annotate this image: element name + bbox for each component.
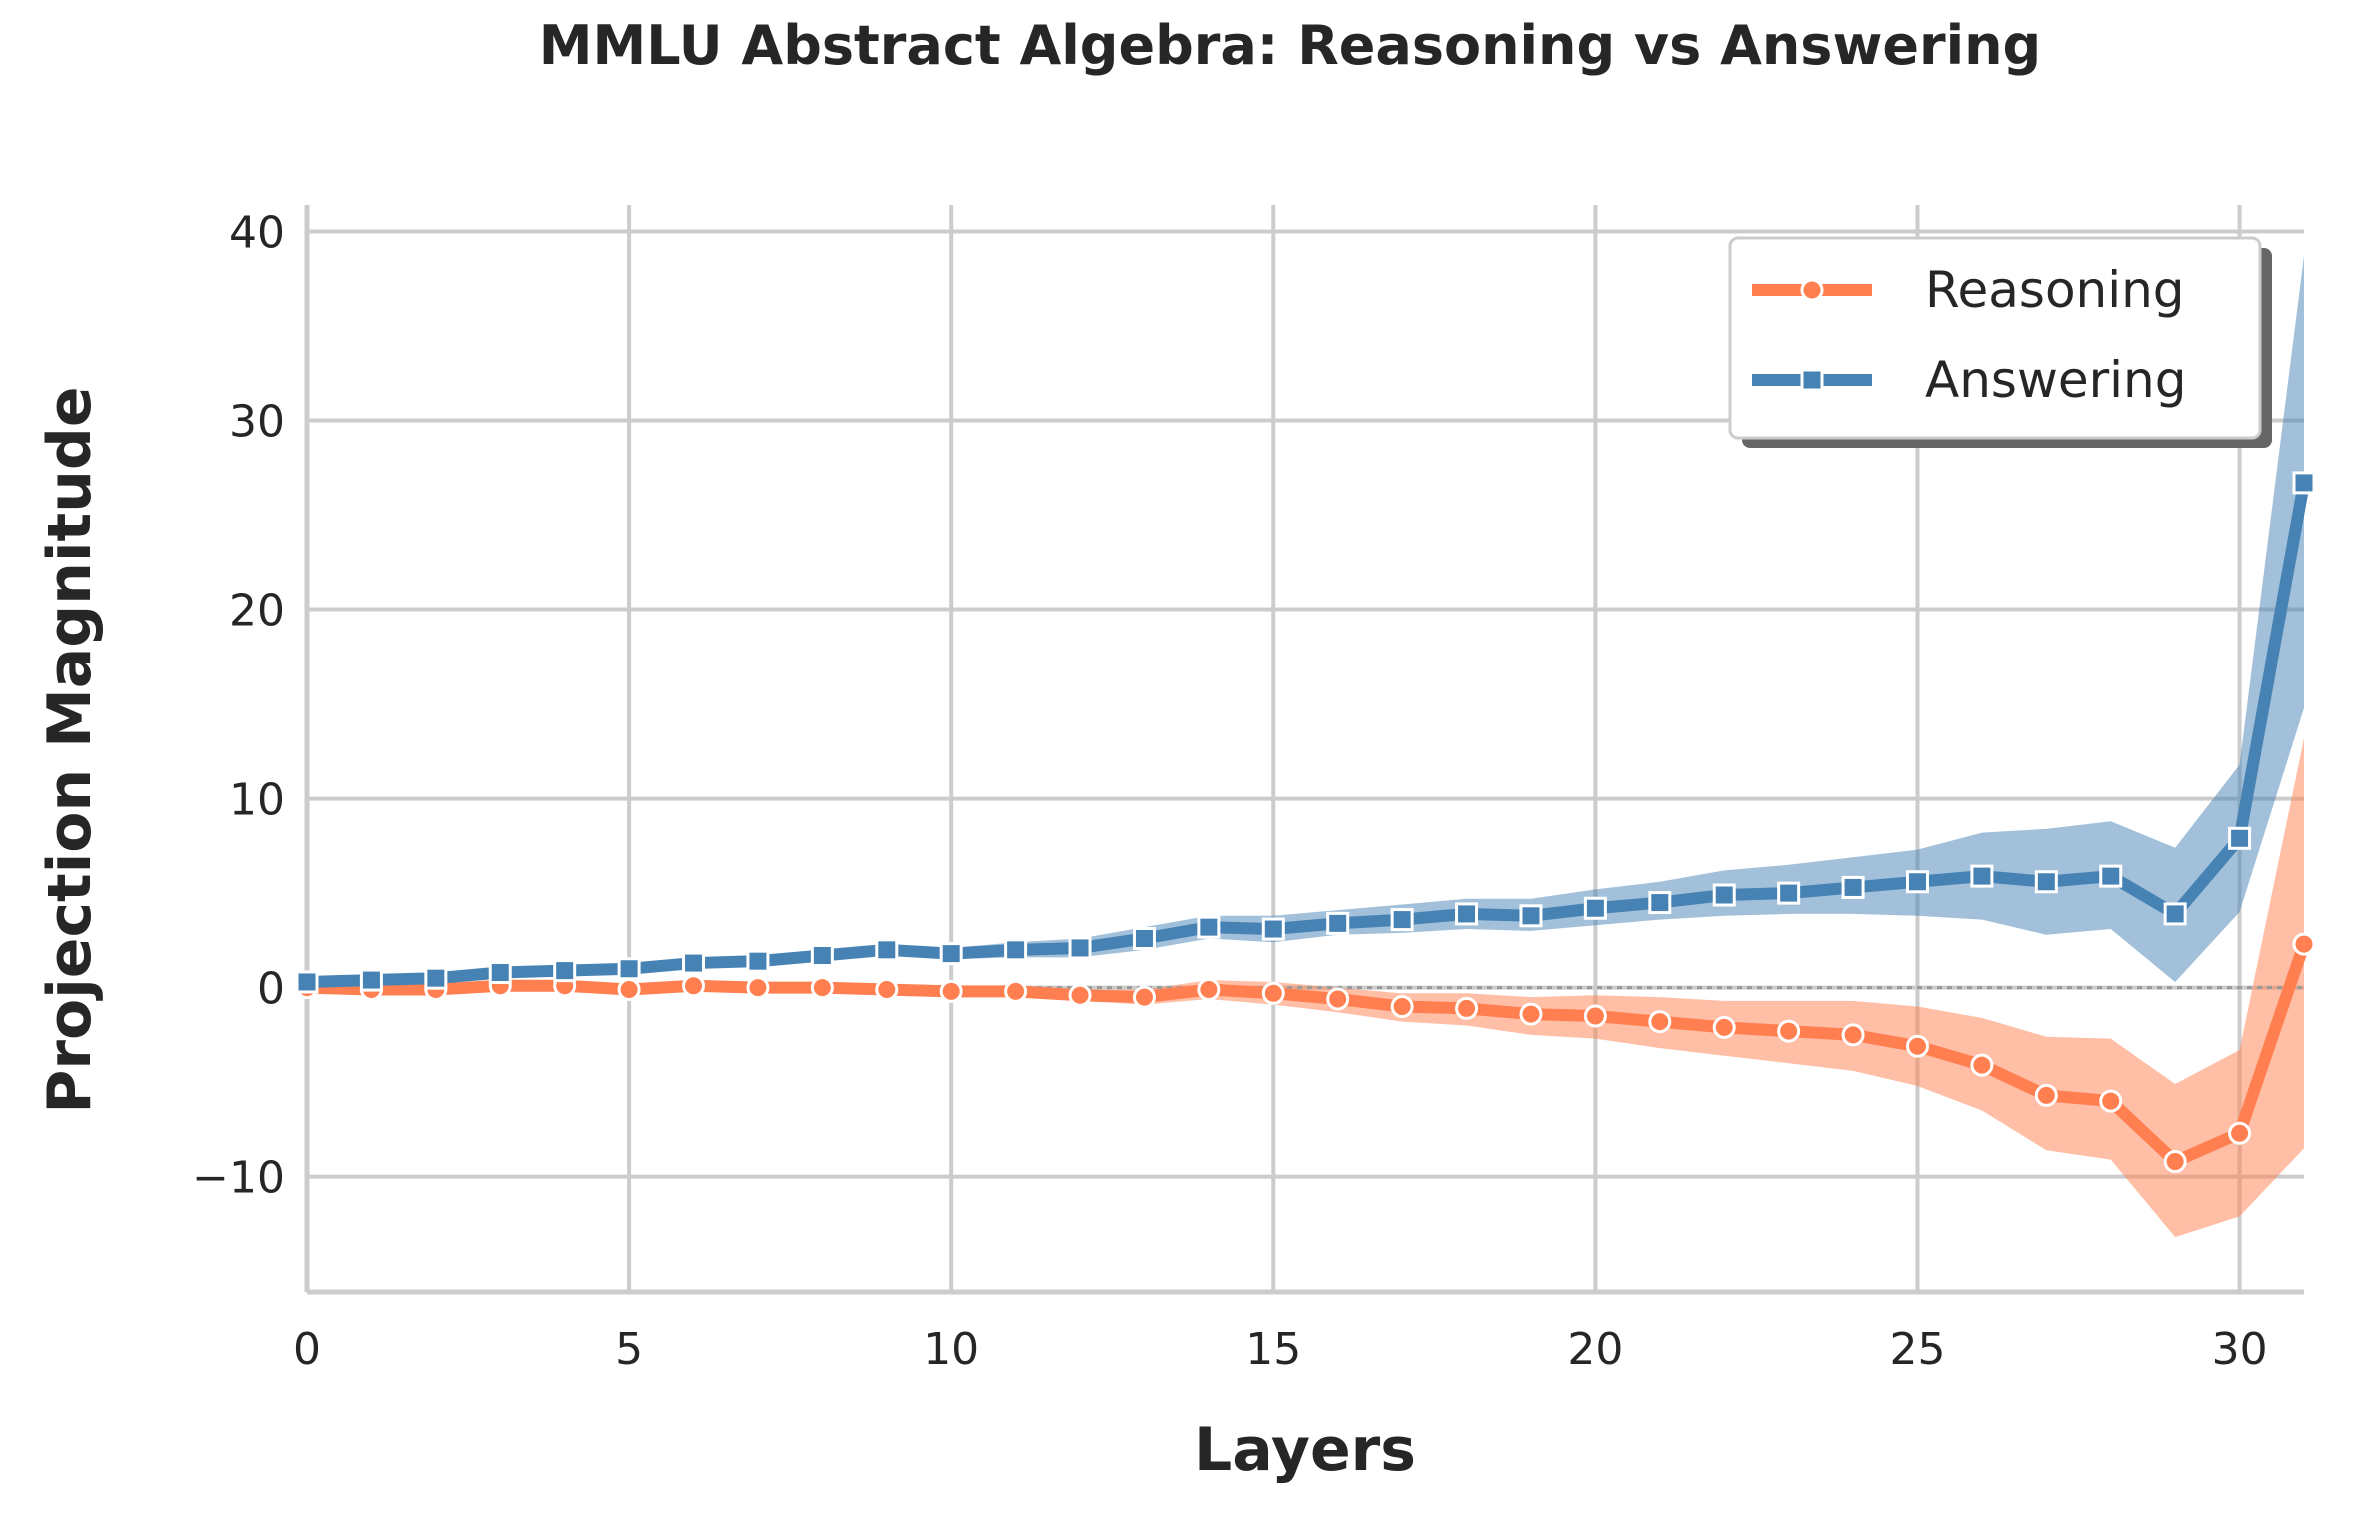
answering-band: [307, 256, 2304, 984]
reasoning-point: [1261, 981, 1285, 1005]
answering-point: [2292, 471, 2316, 495]
reasoning-point: [1777, 1019, 1801, 1043]
reasoning-point: [1004, 979, 1028, 1003]
legend-answering-label: Answering: [1925, 351, 2186, 409]
answering-point: [295, 970, 319, 994]
x-axis-label: Layers: [1194, 1415, 1416, 1485]
legend-circle-marker: [1800, 278, 1824, 302]
reasoning-point: [1390, 995, 1414, 1019]
y-tick-label: 30: [229, 397, 285, 448]
reasoning-point: [746, 976, 770, 1000]
x-tick-label: 25: [1889, 1324, 1945, 1375]
answering-point: [1777, 881, 1801, 905]
reasoning-point: [1132, 985, 1156, 1009]
reasoning-point: [1648, 1010, 1672, 1034]
confidence-bands: [307, 256, 2304, 1238]
answering-point: [1455, 902, 1479, 926]
answering-point: [2228, 826, 2252, 850]
x-tick-label: 20: [1567, 1324, 1623, 1375]
reasoning-point: [2163, 1150, 2187, 1174]
answering-point: [424, 966, 448, 990]
answering-point: [488, 961, 512, 985]
y-tick-label: 10: [229, 775, 285, 826]
answering-point: [1648, 891, 1672, 915]
y-tick-label: −10: [192, 1153, 285, 1204]
answering-point: [1390, 908, 1414, 932]
reasoning-point: [1905, 1034, 1929, 1058]
legend: Reasoning Answering: [1728, 236, 2272, 448]
answering-point: [1712, 883, 1736, 907]
reasoning-point: [1583, 1004, 1607, 1028]
reasoning-point: [2034, 1083, 2058, 1107]
answering-point: [1841, 875, 1865, 899]
answering-point: [1583, 896, 1607, 920]
answering-point: [553, 959, 577, 983]
series-lines: [295, 471, 2316, 1174]
x-tick-label: 10: [923, 1324, 979, 1375]
y-tick-label: 20: [229, 586, 285, 637]
reasoning-point: [1841, 1023, 1865, 1047]
x-tick-label: 15: [1245, 1324, 1301, 1375]
x-tick-label: 30: [2212, 1324, 2268, 1375]
x-tick-label: 5: [615, 1324, 643, 1375]
answering-point: [1068, 936, 1092, 960]
reasoning-point: [1068, 983, 1092, 1007]
y-tick-label: 40: [229, 207, 285, 258]
answering-point: [746, 949, 770, 973]
reasoning-point: [810, 976, 834, 1000]
x-tick-label: 0: [293, 1324, 321, 1375]
answering-point: [875, 938, 899, 962]
reasoning-point: [939, 979, 963, 1003]
answering-point: [1970, 864, 1994, 888]
answering-point: [682, 951, 706, 975]
answering-point: [1197, 915, 1221, 939]
reasoning-point: [1455, 996, 1479, 1020]
reasoning-point: [875, 978, 899, 1002]
answering-point: [2163, 902, 2187, 926]
reasoning-band: [307, 738, 2304, 1238]
answering-point: [810, 944, 834, 968]
reasoning-point: [1519, 1002, 1543, 1026]
answering-point: [359, 968, 383, 992]
reasoning-point: [682, 974, 706, 998]
legend-square-marker: [1800, 368, 1824, 392]
legend-reasoning-label: Reasoning: [1925, 261, 2185, 319]
y-axis-label: Projection Magnitude: [35, 386, 105, 1113]
answering-point: [1004, 938, 1028, 962]
answering-point: [2034, 870, 2058, 894]
answering-point: [1132, 926, 1156, 950]
tick-labels: 0 5 10 15 20 25 30 −10 0 10 20 30 40: [192, 207, 2267, 1375]
reasoning-point: [1197, 978, 1221, 1002]
answering-point: [939, 942, 963, 966]
chart-title: MMLU Abstract Algebra: Reasoning vs Answ…: [539, 14, 2041, 77]
y-tick-label: 0: [257, 964, 285, 1015]
answering-point: [1905, 870, 1929, 894]
answering-point: [1261, 917, 1285, 941]
answering-point: [617, 957, 641, 981]
answering-point: [1326, 911, 1350, 935]
answering-point: [2099, 864, 2123, 888]
reasoning-point: [1326, 987, 1350, 1011]
reasoning-point: [1712, 1015, 1736, 1039]
reasoning-point: [1970, 1053, 1994, 1077]
reasoning-point: [2099, 1089, 2123, 1113]
reasoning-point: [617, 978, 641, 1002]
answering-point: [1519, 904, 1543, 928]
reasoning-point: [2292, 932, 2316, 956]
reasoning-point: [2228, 1121, 2252, 1145]
